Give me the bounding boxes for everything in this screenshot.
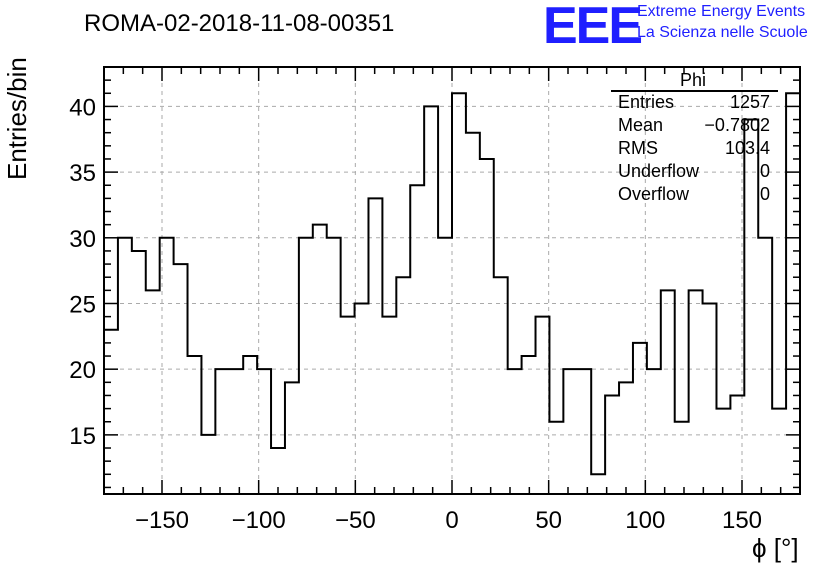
stats-label: RMS: [618, 138, 658, 158]
stats-box-title: Phi: [680, 70, 707, 90]
y-tick-label: 40: [69, 94, 96, 121]
stats-row-mean: Mean −0.7802: [618, 115, 770, 136]
stats-value: 1257: [729, 92, 770, 112]
logo-text-line2: La Scienza nelle Scuole: [637, 24, 808, 41]
x-tick-label: 50: [535, 507, 562, 534]
logo-text-line1: Extreme Energy Events: [637, 3, 806, 20]
y-tick-label: 20: [69, 357, 96, 384]
stats-row-overflow: Overflow 0: [618, 184, 770, 205]
x-tick-label: 0: [445, 507, 458, 534]
y-tick-label: 25: [69, 291, 96, 318]
x-axis-label: ϕ [°]: [752, 533, 799, 563]
histogram-series: [104, 92, 800, 476]
stats-label: Underflow: [618, 161, 700, 181]
stats-row-rms: RMS 103.4: [618, 138, 770, 159]
stats-row-underflow: Underflow 0: [618, 161, 770, 182]
y-tick-label: 35: [69, 160, 96, 187]
stats-value: −0.7802: [704, 115, 770, 135]
chart-title: ROMA-02-2018-11-08-00351: [84, 10, 395, 37]
x-tick-label: −100: [232, 507, 286, 534]
y-axis-ticks: 15 20 25 30 35 40: [69, 66, 800, 489]
stats-value: 103.4: [724, 138, 770, 158]
y-tick-label: 30: [69, 226, 96, 253]
grid: [104, 67, 800, 494]
stats-value: 0: [759, 161, 770, 181]
y-axis-label: Entries/bin: [2, 57, 32, 180]
eee-logo: EEE: [543, 0, 643, 55]
x-tick-label: 150: [722, 507, 762, 534]
x-tick-label: 100: [625, 507, 665, 534]
y-tick-label: 15: [69, 423, 96, 450]
stats-row-entries: Entries 1257: [618, 92, 770, 113]
stats-label: Entries: [618, 92, 675, 112]
x-tick-label: −50: [335, 507, 376, 534]
stats-value: 0: [759, 184, 770, 204]
stats-label: Mean: [618, 115, 664, 135]
stats-label: Overflow: [618, 184, 690, 204]
x-tick-label: −150: [135, 507, 189, 534]
x-axis-ticks: −150 −100 −50 0 50 100 150: [103, 67, 801, 534]
